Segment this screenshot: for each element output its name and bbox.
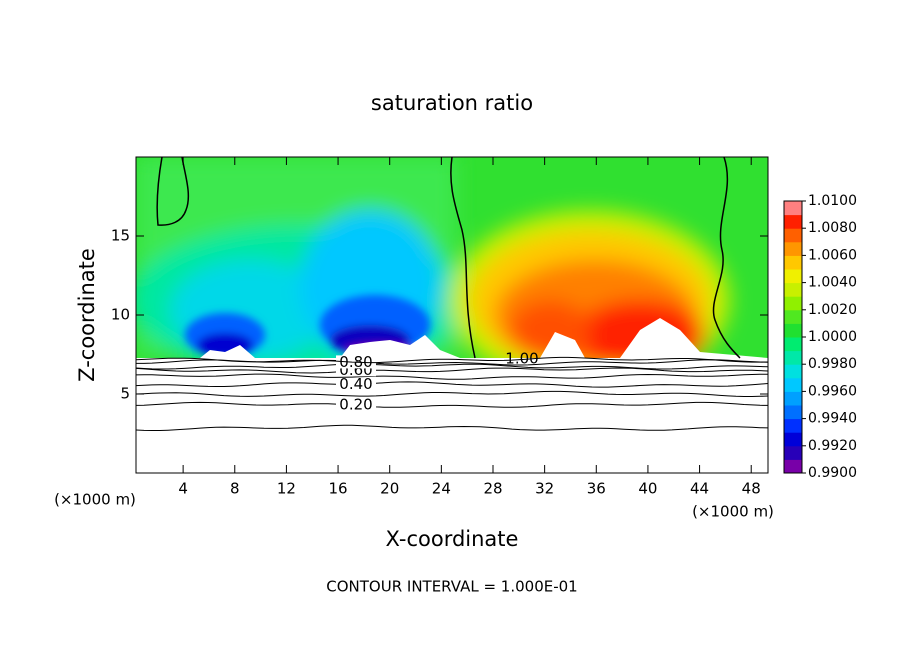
colorbar-tick-label: 1.0040: [808, 275, 857, 291]
contour-lines: 0.200.400.600.80: [135, 353, 769, 431]
colorbar-band: [784, 228, 802, 243]
x-tick-label: 48: [742, 480, 761, 498]
x-tick-label: 44: [690, 480, 709, 498]
colorbar-band: [784, 296, 802, 311]
contour-one: [156, 157, 741, 359]
colorbar-band: [784, 432, 802, 447]
contour-label: 0.40: [339, 375, 372, 393]
colorbar-band: [784, 255, 802, 270]
y-tick-label: 10: [111, 306, 130, 324]
colorbar-tick-label: 0.9940: [808, 411, 857, 427]
field: [136, 157, 768, 473]
colorbar-tick-label: 1.0020: [808, 302, 857, 318]
contour-line: [135, 390, 769, 397]
contour-line: [135, 381, 769, 388]
colorbar-tick-label: 1.0060: [808, 247, 857, 263]
contour-label: 0.20: [339, 396, 372, 414]
colorbar-band: [784, 282, 802, 297]
x-unit-left: (×1000 m): [54, 491, 136, 509]
x-tick-label: 24: [432, 480, 451, 498]
colorbar-band: [784, 323, 802, 338]
colorbar-tick-label: 1.0080: [808, 220, 857, 236]
colorbar-band: [784, 337, 802, 352]
x-tick-label: 16: [329, 480, 348, 498]
colorbar-band: [784, 405, 802, 420]
x-tick-label: 8: [230, 480, 240, 498]
colorbar-band: [784, 241, 802, 256]
footer-note: CONTOUR INTERVAL = 1.000E-01: [326, 578, 577, 596]
colorbar-band: [784, 391, 802, 406]
colorbar-band: [784, 269, 802, 284]
contour-line: [135, 373, 768, 380]
colorbar-tick-label: 1.0000: [808, 329, 857, 345]
colorbar-band: [784, 201, 802, 216]
colorbar-band: [784, 364, 802, 379]
colorbar-band: [784, 214, 802, 229]
x-tick-label: 20: [380, 480, 399, 498]
colorbar-tick-label: 0.9900: [808, 465, 857, 481]
colorbar-band: [784, 350, 802, 365]
contour-label: 1.00: [505, 350, 538, 368]
colorbar-band: [784, 418, 802, 433]
contour-line: [135, 424, 769, 431]
colorbar-band: [784, 445, 802, 460]
colorbar-band: [784, 459, 802, 474]
x-unit-right: (×1000 m): [692, 503, 774, 521]
x-tick-label: 40: [638, 480, 657, 498]
contour-line: [135, 367, 769, 374]
chart-title: saturation ratio: [371, 91, 533, 115]
x-tick-label: 28: [483, 480, 502, 498]
field-undefined: [136, 318, 768, 473]
x-tick-label: 32: [535, 480, 554, 498]
contour-line: [135, 401, 769, 408]
y-tick-label: 5: [120, 385, 130, 403]
colorbar-band: [784, 377, 802, 392]
contour-line: [135, 363, 769, 370]
x-axis-label: X-coordinate: [386, 527, 519, 551]
contour-label-bg: [336, 377, 376, 391]
y-tick-label: 15: [111, 227, 130, 245]
colorbar-band: [784, 309, 802, 324]
colorbar-tick-label: 0.9920: [808, 438, 857, 454]
y-axis-label: Z-coordinate: [75, 248, 99, 382]
x-tick-label: 36: [587, 480, 606, 498]
x-tick-label: 4: [178, 480, 188, 498]
colorbar-tick-label: 0.9960: [808, 383, 857, 399]
contour-label-bg: [336, 398, 376, 412]
colorbar-tick-label: 1.0100: [808, 193, 857, 209]
x-tick-label: 12: [277, 480, 296, 498]
contour-line: [135, 356, 769, 364]
colorbar-tick-label: 0.9980: [808, 356, 857, 372]
